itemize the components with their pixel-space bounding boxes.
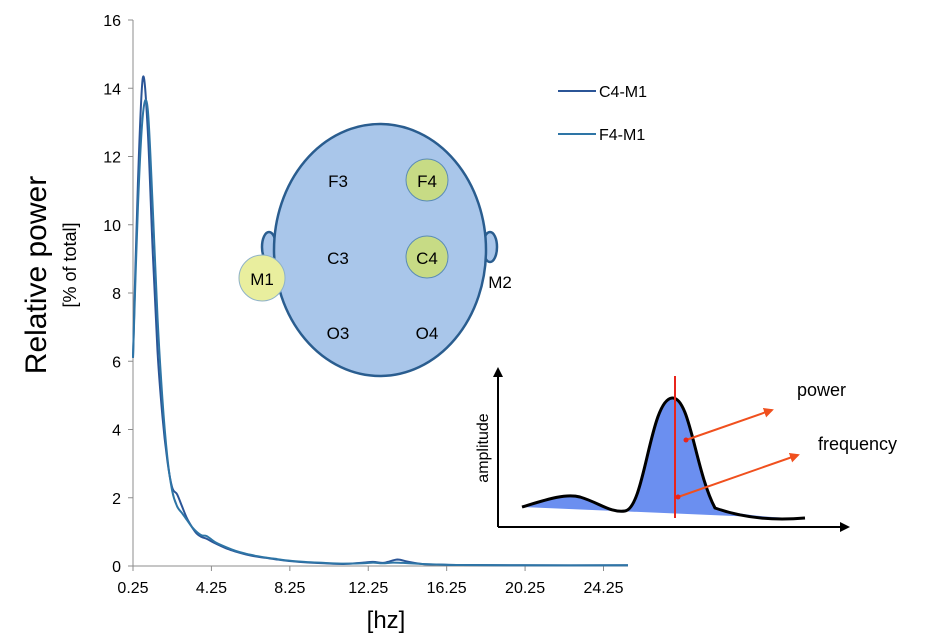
electrode-c4-highlight (405, 235, 449, 279)
inset-spectrum: amplitude power frequency (475, 367, 897, 532)
electrode-label-m1: M1 (250, 270, 274, 289)
x-tick-label: 16.25 (427, 580, 467, 597)
legend: C4-M1 F4-M1 (558, 84, 647, 144)
frequency-label: frequency (818, 434, 897, 454)
inset-spectrum-curve (521, 396, 806, 521)
series-line-f4-m1 (132, 99, 629, 567)
x-tick-label: 24.25 (583, 580, 623, 597)
y-tick-label: 2 (112, 491, 121, 508)
main-chart: 0 2 4 6 8 10 12 14 16 0.25 4.25 8.25 12.25 16.25 20.2… (20, 13, 629, 634)
electrode-label-c3: C3 (327, 249, 349, 268)
y-tick-label: 16 (103, 13, 121, 30)
y-tick-label: 12 (103, 150, 121, 167)
y-axis-label: Relative power (20, 176, 53, 374)
x-axis-label: [hz] (367, 607, 406, 634)
x-tick-label: 4.25 (196, 580, 227, 597)
y-tick-label: 6 (112, 354, 121, 371)
x-tick-label: 0.25 (117, 580, 148, 597)
electrode-label-o3: O3 (327, 324, 350, 343)
power-arrow (685, 407, 774, 441)
y-ticks: 0 2 4 6 8 10 12 14 16 (103, 13, 133, 576)
electrode-label-c4: C4 (416, 249, 438, 268)
electrode-label-f3: F3 (328, 172, 348, 191)
x-ticks: 0.25 4.25 8.25 12.25 16.25 20.25 24.25 (117, 566, 624, 597)
y-tick-label: 4 (112, 423, 121, 440)
electrode-label-m2: M2 (488, 273, 512, 292)
inset-fill-area (522, 397, 805, 519)
inset-amplitude-label: amplitude (475, 413, 492, 482)
y-tick-label: 8 (112, 286, 121, 303)
x-tick-label: 12.25 (348, 580, 388, 597)
electrode-m1-highlight (238, 254, 286, 302)
frequency-arrow-dot (675, 494, 681, 500)
electrode-label-f4: F4 (417, 172, 437, 191)
series-lines (132, 75, 629, 567)
y-tick-label: 10 (103, 218, 121, 235)
electrode-label-o4: O4 (416, 324, 439, 343)
head-outline (272, 122, 488, 378)
legend-label-c4-m1: C4-M1 (599, 84, 647, 101)
y-axis-sublabel: [% of total] (60, 222, 80, 307)
x-tick-label: 8.25 (274, 580, 305, 597)
y-tick-label: 0 (112, 559, 121, 576)
electrode-f4-highlight (405, 158, 449, 202)
legend-label-f4-m1: F4-M1 (599, 127, 645, 144)
power-arrow-dot (683, 437, 689, 443)
power-label: power (797, 380, 846, 400)
electrode-diagram: F3 F4 C3 C4 O3 O4 M1 M2 (238, 122, 512, 378)
x-tick-label: 20.25 (505, 580, 545, 597)
frequency-arrow (677, 452, 800, 498)
y-tick-label: 14 (103, 81, 121, 98)
